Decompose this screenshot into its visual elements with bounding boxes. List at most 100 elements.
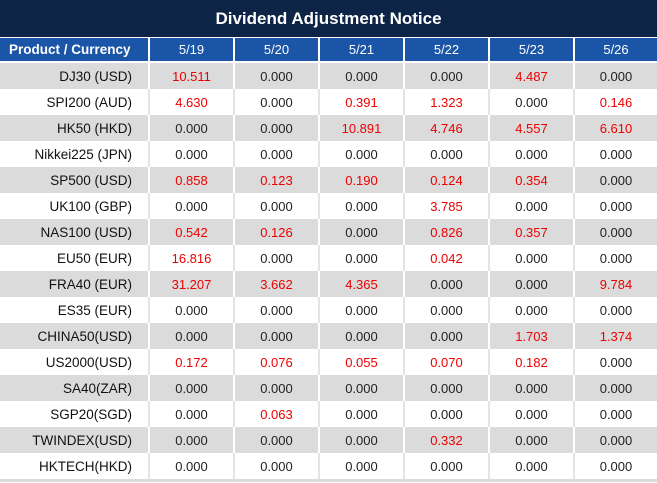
dividend-table: Product / Currency 5/19 5/20 5/21 5/22 5/23 5… xyxy=(0,38,657,479)
product-currency-header: Product / Currency xyxy=(0,38,148,63)
value-cell: 0.000 xyxy=(488,297,573,323)
value-cell: 0.000 xyxy=(148,401,233,427)
value-cell: 4.630 xyxy=(148,89,233,115)
value-cell: 0.000 xyxy=(488,141,573,167)
product-cell: US2000(USD) xyxy=(45,354,132,370)
product-cell: Nikkei225 (JPN) xyxy=(34,146,132,162)
value-cell: 4.746 xyxy=(403,115,488,141)
product-cell: DJ30 (USD) xyxy=(59,68,132,84)
value-cell: 0.000 xyxy=(318,193,403,219)
table-row: HKTECH(HKD) 0.000 0.000 0.000 0.000 0.000 0.00… xyxy=(0,453,657,479)
value-cell: 0.000 xyxy=(318,323,403,349)
value-cell: 4.487 xyxy=(488,63,573,89)
value-cell: 1.703 xyxy=(488,323,573,349)
value-cell: 0.332 xyxy=(403,427,488,453)
value-cell: 0.000 xyxy=(233,323,318,349)
value-cell: 0.000 xyxy=(318,453,403,479)
value-cell: 0.000 xyxy=(233,453,318,479)
value-cell: 0.146 xyxy=(573,89,657,115)
table-row: HK50 (HKD) 0.000 0.000 10.891 4.746 4.557 6.61… xyxy=(0,115,657,141)
table-row: SGP20(SGD) 0.000 0.063 0.000 0.000 0.000 0.000 xyxy=(0,401,657,427)
value-cell: 0.000 xyxy=(403,141,488,167)
date-header: 5/26 xyxy=(573,38,657,63)
value-cell: 0.000 xyxy=(573,63,657,89)
value-cell: 0.000 xyxy=(148,193,233,219)
value-cell: 0.000 xyxy=(318,141,403,167)
value-cell: 0.172 xyxy=(148,349,233,375)
date-header: 5/21 xyxy=(318,38,403,63)
value-cell: 0.000 xyxy=(318,401,403,427)
value-cell: 0.000 xyxy=(488,245,573,271)
table-row: UK100 (GBP) 0.000 0.000 0.000 3.785 0.000 0.00… xyxy=(0,193,657,219)
value-cell: 0.000 xyxy=(233,297,318,323)
value-cell: 0.076 xyxy=(233,349,318,375)
value-cell: 0.000 xyxy=(318,427,403,453)
value-cell: 6.610 xyxy=(573,115,657,141)
value-cell: 0.000 xyxy=(573,349,657,375)
value-cell: 0.000 xyxy=(573,427,657,453)
value-cell: 0.000 xyxy=(573,245,657,271)
product-cell: HKTECH(HKD) xyxy=(39,458,132,474)
value-cell: 0.826 xyxy=(403,219,488,245)
value-cell: 16.816 xyxy=(148,245,233,271)
value-cell: 0.000 xyxy=(148,297,233,323)
value-cell: 0.354 xyxy=(488,167,573,193)
value-cell: 0.000 xyxy=(148,323,233,349)
date-header: 5/23 xyxy=(488,38,573,63)
value-cell: 0.000 xyxy=(318,63,403,89)
value-cell: 0.182 xyxy=(488,349,573,375)
value-cell: 0.124 xyxy=(403,167,488,193)
value-cell: 0.000 xyxy=(403,323,488,349)
value-cell: 0.000 xyxy=(573,453,657,479)
product-cell: HK50 (HKD) xyxy=(56,120,132,136)
value-cell: 0.000 xyxy=(573,375,657,401)
value-cell: 0.858 xyxy=(148,167,233,193)
product-cell: UK100 (GBP) xyxy=(49,198,132,214)
value-cell: 0.000 xyxy=(233,193,318,219)
table-row: US2000(USD) 0.172 0.076 0.055 0.070 0.182 0.00… xyxy=(0,349,657,375)
value-cell: 0.000 xyxy=(318,297,403,323)
table-body: DJ30 (USD) 10.511 0.000 0.000 0.000 4.487 0.00… xyxy=(0,63,657,479)
header-row: Product / Currency 5/19 5/20 5/21 5/22 5/23 5… xyxy=(0,38,657,63)
value-cell: 31.207 xyxy=(148,271,233,297)
value-cell: 0.000 xyxy=(488,89,573,115)
value-cell: 0.391 xyxy=(318,89,403,115)
product-cell: ES35 (EUR) xyxy=(57,302,132,318)
value-cell: 0.000 xyxy=(573,141,657,167)
value-cell: 1.374 xyxy=(573,323,657,349)
table-row: TWINDEX(USD) 0.000 0.000 0.000 0.332 0.000 0.0… xyxy=(0,427,657,453)
value-cell: 3.785 xyxy=(403,193,488,219)
value-cell: 0.357 xyxy=(488,219,573,245)
date-header: 5/20 xyxy=(233,38,318,63)
value-cell: 9.784 xyxy=(573,271,657,297)
value-cell: 0.055 xyxy=(318,349,403,375)
value-cell: 0.000 xyxy=(148,427,233,453)
value-cell: 0.000 xyxy=(318,245,403,271)
value-cell: 0.000 xyxy=(573,167,657,193)
table-row: EU50 (EUR) 16.816 0.000 0.000 0.042 0.000 0.00… xyxy=(0,245,657,271)
table-row: Nikkei225 (JPN) 0.000 0.000 0.000 0.000 0.000… xyxy=(0,141,657,167)
table-row: ES35 (EUR) 0.000 0.000 0.000 0.000 0.000 0.000 xyxy=(0,297,657,323)
date-header: 5/19 xyxy=(148,38,233,63)
value-cell: 0.000 xyxy=(573,193,657,219)
value-cell: 0.000 xyxy=(148,141,233,167)
table-row: NAS100 (USD) 0.542 0.126 0.000 0.826 0.357 0.0… xyxy=(0,219,657,245)
value-cell: 0.000 xyxy=(488,401,573,427)
value-cell: 0.000 xyxy=(403,63,488,89)
value-cell: 0.042 xyxy=(403,245,488,271)
value-cell: 10.891 xyxy=(318,115,403,141)
value-cell: 0.126 xyxy=(233,219,318,245)
value-cell: 0.000 xyxy=(403,271,488,297)
product-cell: NAS100 (USD) xyxy=(40,224,132,240)
product-cell: EU50 (EUR) xyxy=(56,250,132,266)
value-cell: 0.000 xyxy=(233,245,318,271)
next-row-sliver xyxy=(0,479,657,482)
value-cell: 0.000 xyxy=(403,401,488,427)
table-row: SP500 (USD) 0.858 0.123 0.190 0.124 0.354 0.00… xyxy=(0,167,657,193)
value-cell: 0.000 xyxy=(148,375,233,401)
product-cell: SPI200 (AUD) xyxy=(46,94,132,110)
value-cell: 0.000 xyxy=(488,271,573,297)
table-row: DJ30 (USD) 10.511 0.000 0.000 0.000 4.487 0.00… xyxy=(0,63,657,89)
value-cell: 0.542 xyxy=(148,219,233,245)
value-cell: 0.000 xyxy=(403,453,488,479)
